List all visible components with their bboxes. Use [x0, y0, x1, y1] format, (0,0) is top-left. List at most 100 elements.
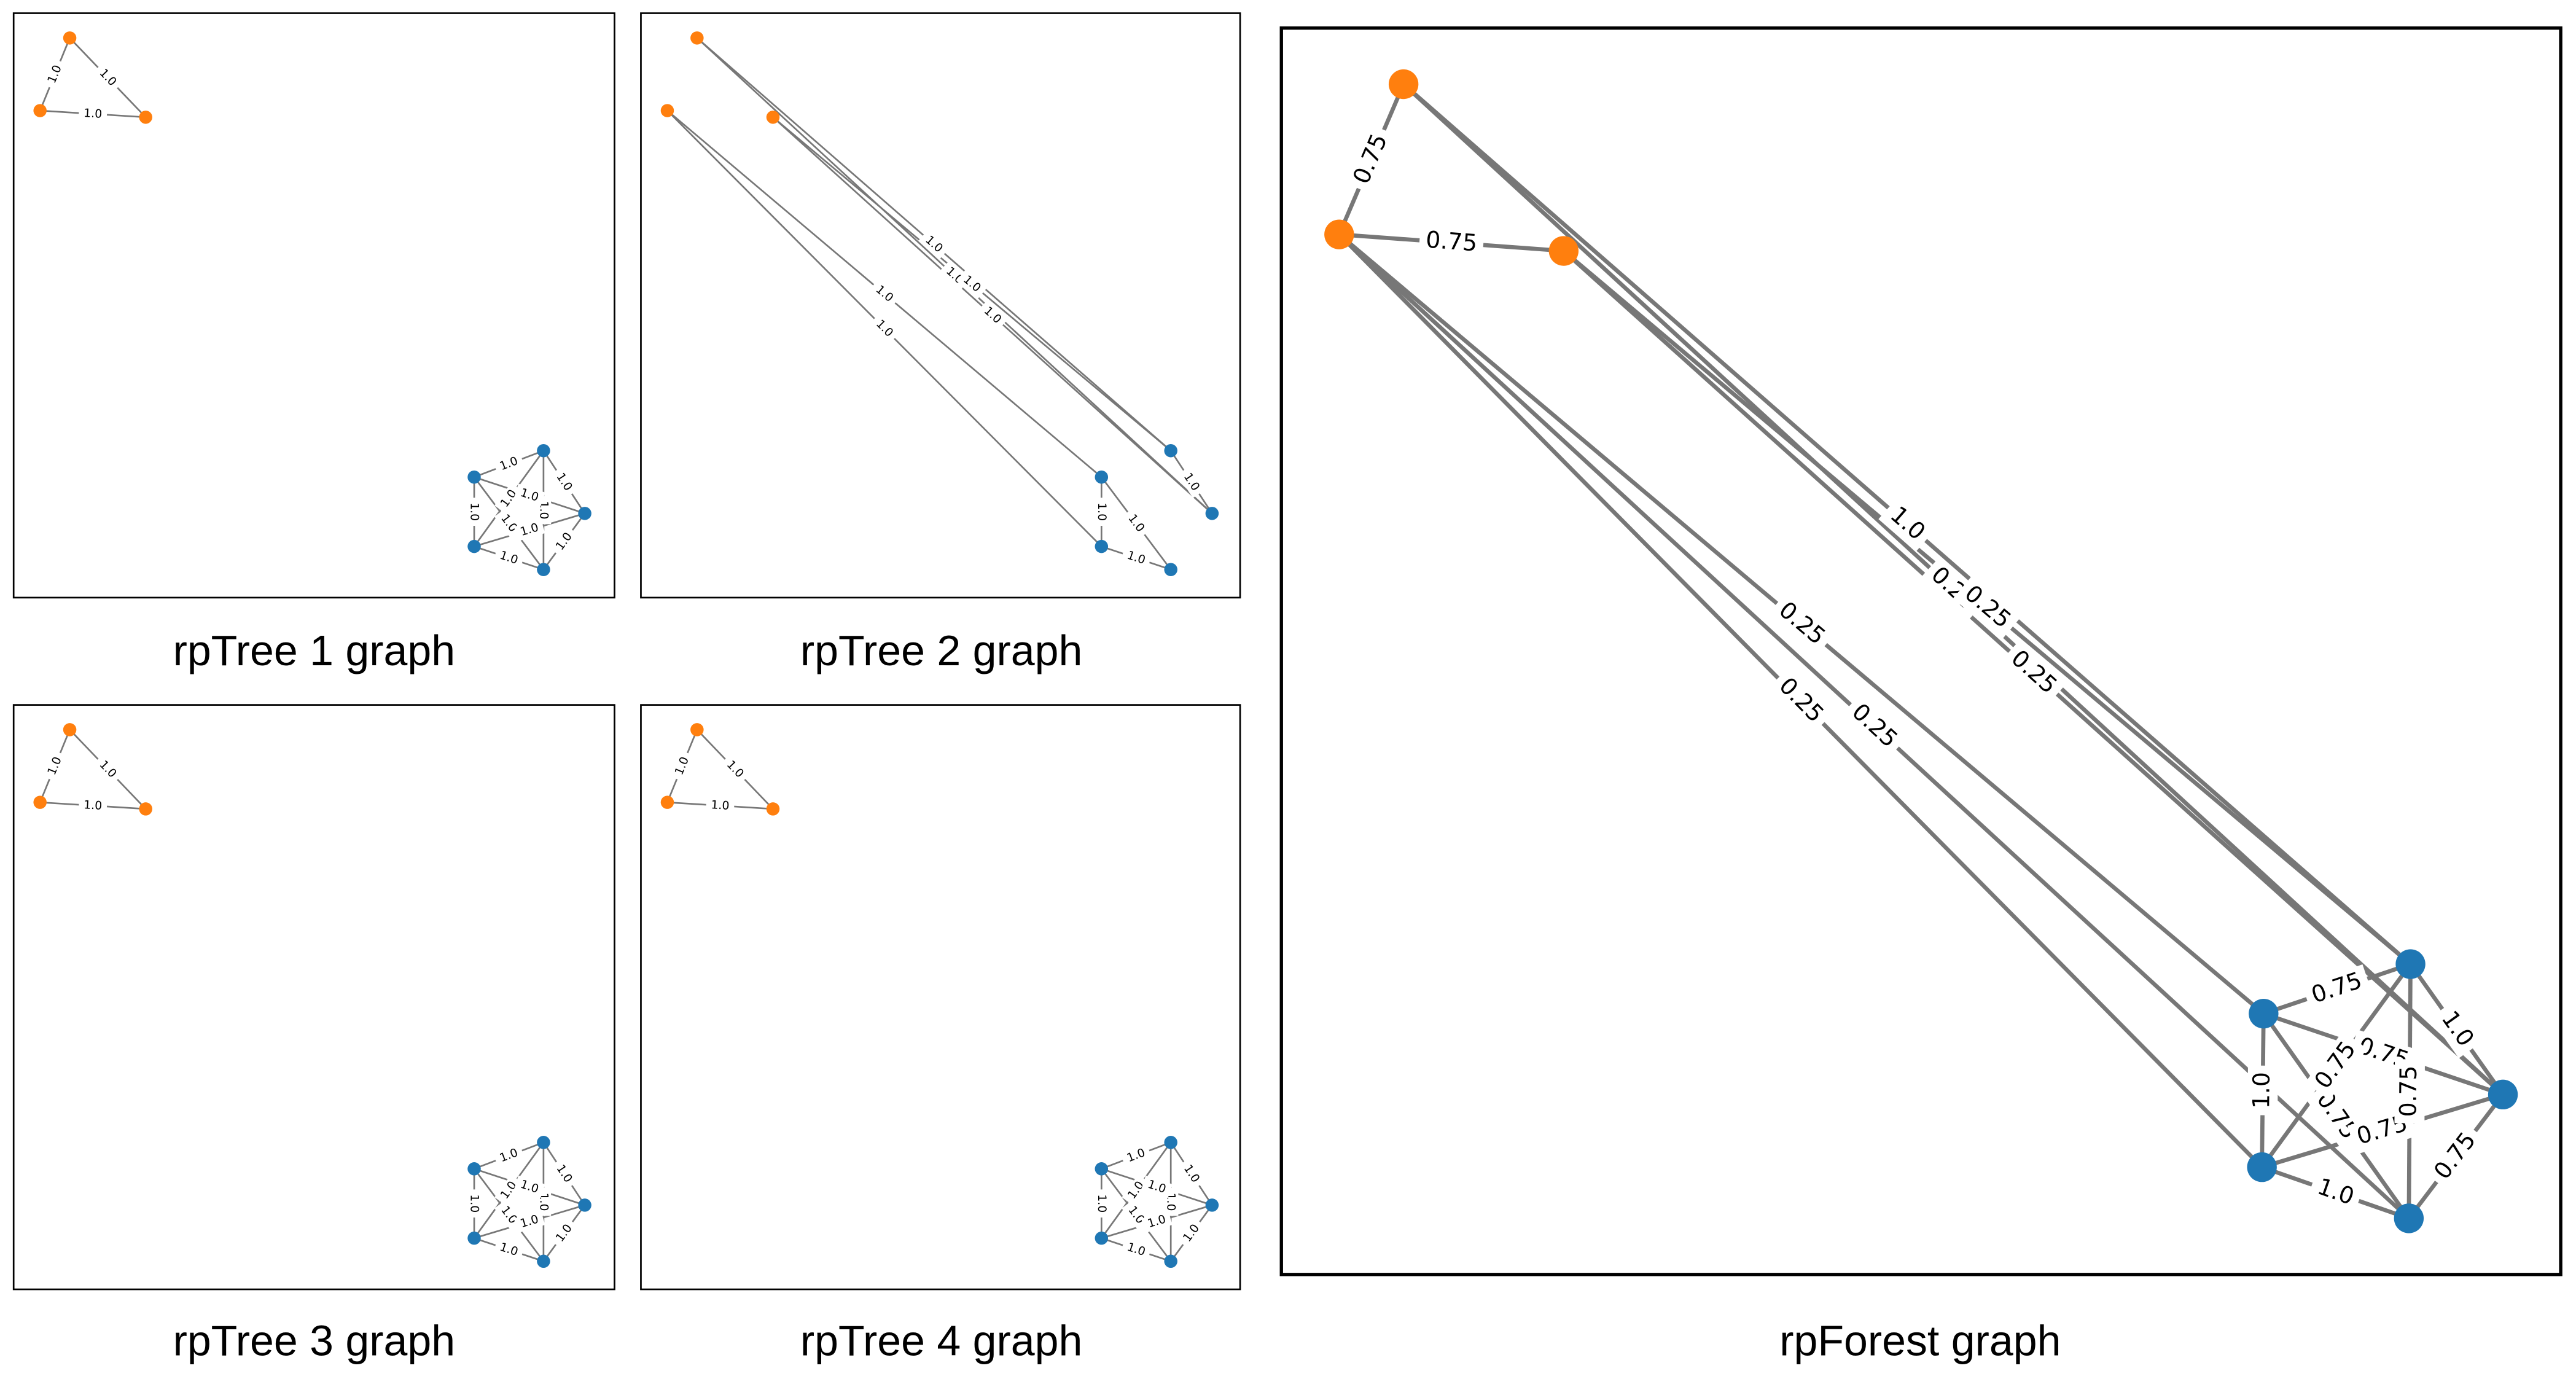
- edge-label: 1.0: [498, 455, 520, 473]
- edge-label-bg: [550, 525, 579, 558]
- edge-label-group: 1.0: [493, 1143, 525, 1168]
- edge-label-group: 1.0: [1122, 507, 1151, 539]
- panel-frame: [12, 704, 615, 1291]
- edge-label-bg: [1840, 694, 1908, 759]
- edge-label-group: 1.0: [550, 1217, 579, 1249]
- edge-label-bg: [1122, 1174, 1151, 1206]
- edge-label-group: 1.0: [513, 1210, 545, 1233]
- edge-label-bg: [1094, 1189, 1109, 1218]
- edge-label-group: 1.0: [466, 1189, 482, 1218]
- edge-label-group: 1.0: [1094, 1189, 1109, 1218]
- edge-label: 1.0: [1146, 1213, 1168, 1230]
- edge-label-group: 0.75: [2394, 1059, 2426, 1123]
- node: [1205, 507, 1219, 520]
- edge-label-bg: [92, 62, 123, 93]
- edge-label-group: 1.0: [1120, 1143, 1152, 1168]
- edge-label: 1.0: [711, 799, 730, 813]
- edge-label: 1.0: [1125, 1146, 1147, 1165]
- node: [1164, 1136, 1177, 1149]
- edge-label-bg: [720, 754, 751, 785]
- node: [1548, 236, 1579, 266]
- edge-label-bg: [1345, 123, 1398, 195]
- edge-label-group: 1.0: [42, 58, 68, 90]
- edge-label-bg: [2430, 1000, 2484, 1058]
- edge-label-bg: [2394, 1059, 2426, 1123]
- edge-label-bg: [2247, 1065, 2278, 1116]
- node: [1095, 1231, 1109, 1245]
- edge-label-bg: [1120, 1238, 1152, 1262]
- edge-label-bg: [513, 483, 545, 507]
- edge-label: 1.0: [498, 1241, 520, 1259]
- edge-label: 1.0: [498, 549, 520, 567]
- node: [467, 539, 481, 553]
- edge-label-group: 1.0: [2430, 1000, 2484, 1058]
- edge-label-bg: [78, 797, 107, 815]
- edge-label: 1.0: [498, 1146, 520, 1165]
- edge-label-group: 0.75: [2424, 1122, 2488, 1191]
- edge-label-bg: [669, 750, 695, 782]
- edge-label-bg: [466, 498, 482, 526]
- node: [467, 1231, 481, 1245]
- edge-label-bg: [1120, 546, 1152, 570]
- edge-label: 1.0: [519, 1178, 541, 1196]
- panel-frame: [12, 12, 615, 599]
- node: [690, 31, 704, 45]
- node: [2247, 1152, 2277, 1182]
- edge-label: 1.0: [1095, 502, 1108, 521]
- edge-label-bg: [513, 518, 545, 541]
- edge-label-bg: [1094, 498, 1109, 526]
- node: [660, 795, 674, 809]
- edge-label-bg: [550, 1158, 579, 1190]
- edge-label: 1.0: [1125, 1241, 1147, 1259]
- node: [1164, 563, 1177, 576]
- graph: 1.0 1.01.01.01.01.01.01.01.01.01.01.01.0: [33, 723, 591, 1268]
- edge-label-group: 1.0: [1094, 498, 1109, 526]
- node: [63, 31, 77, 45]
- graph: 1.0 1.01.01.01.01.01.01.01.01.01.01.01.0: [660, 723, 1219, 1268]
- edge-label-bg: [466, 1189, 482, 1218]
- edge-label-bg: [493, 1143, 525, 1168]
- edge-label: 1.0: [84, 107, 103, 121]
- edge-label-group: 1.0: [513, 518, 545, 541]
- edge-label-group: 1.0: [550, 466, 579, 498]
- edge-label-group: 1.0: [1120, 1238, 1152, 1262]
- node: [1095, 1162, 1109, 1176]
- edge-label-group: 1.0: [493, 1238, 525, 1262]
- node: [537, 1136, 550, 1149]
- node: [2249, 998, 2279, 1029]
- node: [1164, 1254, 1177, 1268]
- edge-label: 0.75: [1425, 226, 1478, 257]
- edge-label-bg: [42, 58, 68, 90]
- node: [139, 111, 152, 124]
- edge-label-bg: [1177, 1217, 1206, 1249]
- edge-label-group: 1.0: [2307, 1170, 2364, 1216]
- edge-label: 1.0: [2247, 1072, 2275, 1109]
- edge-label-bg: [550, 1217, 579, 1249]
- edge-label-group: 1.0: [466, 498, 482, 526]
- edge-label-group: 1.0: [493, 451, 525, 476]
- edge-label-group: 1.0: [1120, 546, 1152, 570]
- edge-label-group: 1.0: [78, 797, 107, 815]
- edge-label-group: 0.75: [1418, 225, 1485, 260]
- edge-label: 1.0: [468, 502, 481, 521]
- edge-label-group: 1.0: [42, 750, 68, 782]
- edge-label-bg: [977, 300, 1009, 330]
- panel-frame: [640, 12, 1241, 599]
- edge-label-group: 1.0: [1177, 466, 1206, 498]
- edge-label-bg: [42, 750, 68, 782]
- edge-label-bg: [1141, 1175, 1173, 1199]
- node: [578, 1198, 591, 1212]
- edge-label: 1.0: [1146, 1178, 1168, 1196]
- edge-label-group: 1.0: [1141, 1175, 1173, 1199]
- node: [1095, 470, 1109, 484]
- node: [1388, 69, 1419, 100]
- node: [690, 723, 704, 737]
- panel-title: rpTree 4 graph: [800, 1316, 1083, 1364]
- node: [660, 104, 674, 117]
- edge-label-group: 1.0: [669, 750, 695, 782]
- edge-label-bg: [78, 105, 107, 123]
- edge-label-group: 1.0: [513, 1175, 545, 1199]
- edge-label-bg: [1120, 1143, 1152, 1168]
- node: [33, 795, 47, 809]
- edge-label-group: 1.0: [493, 546, 525, 570]
